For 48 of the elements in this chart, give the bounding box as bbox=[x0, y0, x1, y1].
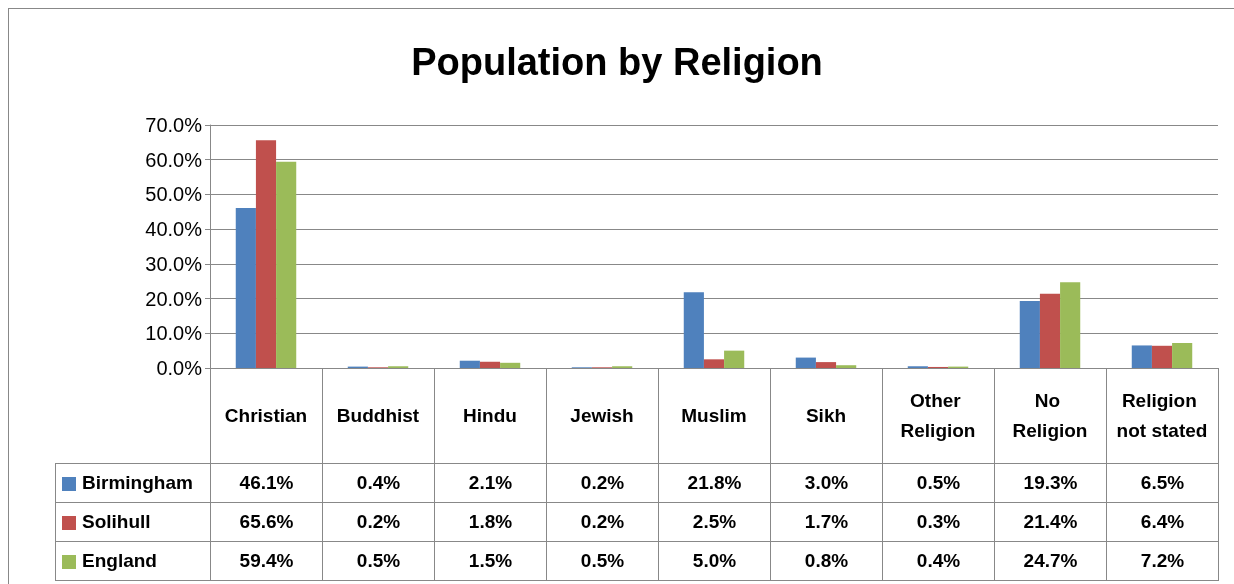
y-tick-label: 40.0% bbox=[145, 218, 203, 241]
y-tick-label: 70.0% bbox=[145, 114, 203, 136]
x-tick-label: Hindu bbox=[463, 405, 517, 426]
y-tick-label: 30.0% bbox=[145, 252, 203, 275]
x-tick-label: Other Religion bbox=[900, 390, 976, 441]
data-label: 0.5% bbox=[322, 541, 435, 581]
data-label: 0.8% bbox=[770, 541, 883, 581]
data-label: 21.8% bbox=[658, 463, 771, 503]
data-label: 1.5% bbox=[434, 541, 547, 581]
data-label: 3.0% bbox=[770, 463, 883, 503]
data-label: 24.7% bbox=[994, 541, 1107, 581]
x-tick-label: Christian bbox=[224, 405, 308, 426]
data-label: 0.3% bbox=[882, 502, 995, 542]
data-label: 65.6% bbox=[210, 502, 323, 542]
data-label: 0.5% bbox=[546, 541, 659, 581]
data-label: 6.5% bbox=[1106, 463, 1219, 503]
x-tick-label: Sikh bbox=[805, 405, 847, 426]
legend-label: Solihull bbox=[82, 511, 151, 532]
data-label: 1.7% bbox=[770, 502, 883, 542]
x-tick-label: Jewish bbox=[570, 405, 634, 426]
y-tick-label: 10.0% bbox=[145, 322, 203, 345]
y-tick-label: 20.0% bbox=[145, 287, 203, 310]
data-label: 2.1% bbox=[434, 463, 547, 503]
data-label: 5.0% bbox=[658, 541, 771, 581]
legend-label: England bbox=[82, 550, 157, 571]
x-tick-label: Religion not stated bbox=[1116, 390, 1208, 441]
data-label: 21.4% bbox=[994, 502, 1107, 542]
data-label: 0.5% bbox=[882, 463, 995, 503]
data-label: 0.2% bbox=[546, 463, 659, 503]
data-label: 0.4% bbox=[322, 463, 435, 503]
y-tick-label: 0.0% bbox=[156, 357, 203, 379]
data-label: 2.5% bbox=[658, 502, 771, 542]
data-label: 0.2% bbox=[546, 502, 659, 542]
y-tick-label: 50.0% bbox=[145, 183, 203, 206]
y-tick-label: 60.0% bbox=[145, 148, 203, 171]
data-label: 46.1% bbox=[210, 463, 323, 503]
legend-label: Birmingham bbox=[82, 472, 193, 493]
data-label: 0.4% bbox=[882, 541, 995, 581]
data-label: 6.4% bbox=[1106, 502, 1219, 542]
x-tick-label: Buddhist bbox=[336, 405, 420, 426]
x-tick-label: No Religion bbox=[1012, 390, 1088, 441]
data-label: 0.2% bbox=[322, 502, 435, 542]
x-tick-label: Muslim bbox=[681, 405, 747, 426]
data-label: 59.4% bbox=[210, 541, 323, 581]
chart-title: Population by Religion bbox=[411, 41, 823, 83]
data-label: 7.2% bbox=[1106, 541, 1219, 581]
data-label: 1.8% bbox=[434, 502, 547, 542]
data-label: 19.3% bbox=[994, 463, 1107, 503]
